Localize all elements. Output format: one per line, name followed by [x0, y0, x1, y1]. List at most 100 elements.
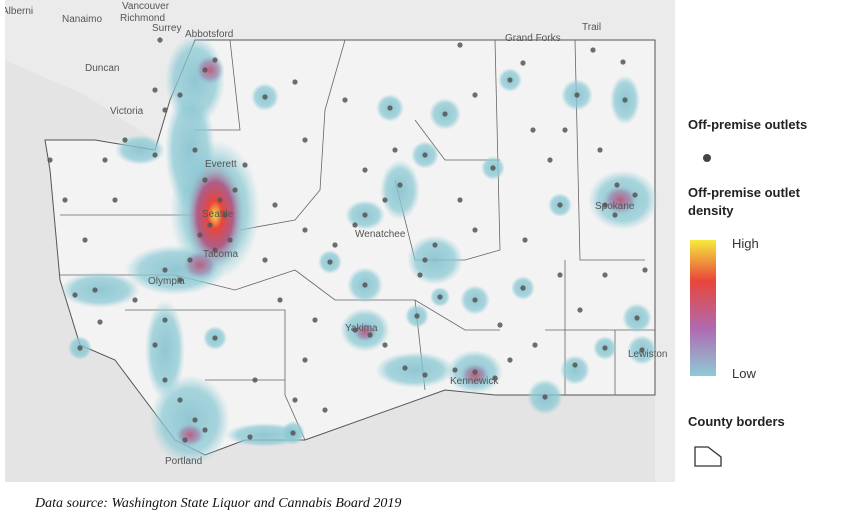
outlet-dot — [452, 367, 458, 373]
outlet-dot — [162, 317, 168, 323]
legend-density: Off-premise outlet density — [688, 185, 800, 218]
outlet-dot — [177, 92, 183, 98]
outlet-dot — [152, 342, 158, 348]
density-blob — [407, 235, 463, 285]
city-label: Yakima — [345, 323, 378, 334]
outlet-dot — [352, 222, 358, 228]
outlet-dot — [634, 315, 640, 321]
outlet-dot — [520, 285, 526, 291]
outlet-dot — [532, 342, 538, 348]
outlet-dot — [197, 232, 203, 238]
outlet-dot — [562, 127, 568, 133]
outlet-dot — [590, 47, 596, 53]
outlet-dot — [162, 377, 168, 383]
outlet-dot — [182, 437, 188, 443]
outlet-dot — [352, 327, 358, 333]
outlet-dot — [362, 282, 368, 288]
outlet-dot — [97, 319, 103, 325]
outlet-dot — [47, 157, 53, 163]
outlet-dot — [507, 77, 513, 83]
density-blob — [175, 423, 205, 447]
outlet-dot — [547, 157, 553, 163]
outlet-dot — [602, 272, 608, 278]
outlet-dot — [642, 267, 648, 273]
outlet-dot — [302, 137, 308, 143]
outlet-dot — [112, 197, 118, 203]
outlet-dot — [132, 297, 138, 303]
city-label: Trail — [582, 22, 601, 33]
outlet-dot — [277, 297, 283, 303]
city-label: Alberni — [5, 6, 33, 17]
city-label: Olympia — [148, 276, 185, 287]
city-label: Abbotsford — [185, 29, 233, 40]
city-label: Everett — [205, 159, 237, 170]
density-blob — [195, 55, 225, 85]
outlet-dot — [202, 427, 208, 433]
outlet-dot — [639, 347, 645, 353]
outlet-dot — [77, 345, 83, 351]
outlet-dot — [332, 242, 338, 248]
legend-low: Low — [732, 366, 756, 381]
outlet-dot — [457, 197, 463, 203]
outlet-dot — [152, 152, 158, 158]
outlet-dot — [247, 434, 253, 440]
outlet-dot — [102, 157, 108, 163]
outlet-dot — [177, 397, 183, 403]
outlet-dot — [222, 212, 228, 218]
outlet-dot — [497, 322, 503, 328]
city-label: Grand Forks — [505, 33, 561, 44]
outlet-dot — [292, 79, 298, 85]
outlet-dot — [122, 137, 128, 143]
city-label: Richmond — [120, 13, 165, 24]
outlet-dot — [520, 60, 526, 66]
city-label: Victoria — [110, 106, 144, 117]
outlet-dot — [522, 237, 528, 243]
density-blob — [60, 272, 140, 308]
city-label: Kennewick — [450, 376, 499, 387]
outlet-dot — [557, 202, 563, 208]
outlet-dot — [212, 57, 218, 63]
outlet-dot — [574, 92, 580, 98]
outlet-dot — [252, 377, 258, 383]
legend-outlets: Off-premise outlets — [688, 117, 808, 132]
outlet-dot — [162, 267, 168, 273]
density-blob — [602, 185, 638, 215]
density-blob — [150, 375, 230, 465]
outlet-dot — [152, 87, 158, 93]
outlet-dot — [367, 332, 373, 338]
outlet-dot — [232, 187, 238, 193]
legend-border-icon — [694, 446, 722, 467]
city-label: Surrey — [152, 23, 181, 34]
outlet-dot — [72, 292, 78, 298]
outlet-dot — [382, 342, 388, 348]
outlet-dot — [530, 127, 536, 133]
density-blob — [182, 250, 218, 280]
outlet-dot — [472, 369, 478, 375]
outlet-dot — [414, 313, 420, 319]
legend-dot — [703, 154, 711, 162]
outlet-dot — [290, 430, 296, 436]
outlet-dot — [192, 147, 198, 153]
density-blob — [460, 363, 490, 387]
caption: Data source: Washington State Liquor and… — [35, 496, 402, 511]
outlet-dot — [327, 259, 333, 265]
outlet-dot — [457, 42, 463, 48]
outlet-dot — [632, 192, 638, 198]
outlet-dot — [362, 212, 368, 218]
city-label: Nanaimo — [62, 14, 102, 25]
outlet-dot — [212, 247, 218, 253]
density-blob — [375, 352, 455, 388]
outlet-dot — [262, 94, 268, 100]
outlet-dot — [177, 277, 183, 283]
city-label: Seattle — [202, 209, 234, 220]
outlet-dot — [157, 37, 163, 43]
outlet-dot — [472, 297, 478, 303]
outlet-dot — [422, 372, 428, 378]
outlet-dot — [432, 242, 438, 248]
outlet-dot — [577, 307, 583, 313]
outlet-dot — [442, 111, 448, 117]
outlet-dot — [212, 335, 218, 341]
outlet-dot — [342, 97, 348, 103]
outlet-dot — [392, 147, 398, 153]
